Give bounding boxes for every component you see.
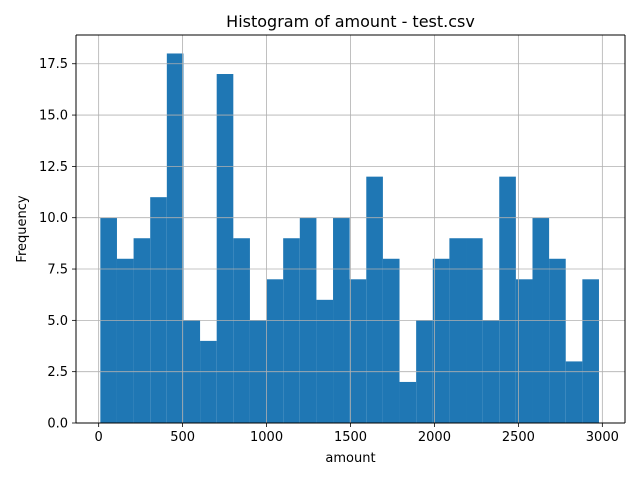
histogram-bar [233, 238, 250, 423]
histogram-bar [466, 238, 483, 423]
histogram-bar [499, 176, 516, 423]
chart-title: Histogram of amount - test.csv [226, 12, 475, 31]
y-tick-label: 17.5 [39, 57, 68, 72]
x-tick-label: 2000 [418, 430, 451, 445]
histogram-bar [266, 279, 284, 423]
y-tick-label: 10.0 [39, 211, 68, 226]
histogram-bar [200, 340, 217, 423]
y-tick-label: 0.0 [47, 417, 68, 432]
y-axis-label: Frequency [15, 195, 30, 262]
histogram-bar [549, 258, 566, 423]
y-tick-label: 5.0 [47, 314, 68, 329]
y-tick-label: 7.5 [47, 263, 68, 278]
histogram-bar [382, 258, 400, 423]
histogram-bar [366, 176, 383, 423]
histogram-bar [216, 74, 234, 423]
histogram-bar [399, 381, 417, 423]
y-ticks: 0.0 2.5 5.0 7.5 10.0 12.5 15.0 17.5 [39, 57, 76, 432]
histogram-bar [283, 238, 300, 423]
histogram-bar [116, 258, 134, 423]
histogram-bar [166, 53, 184, 423]
histogram-bar [349, 279, 367, 423]
histogram-bar [565, 361, 583, 423]
histogram-bar [515, 279, 533, 423]
x-tick-label: 1500 [334, 430, 367, 445]
histogram-bar [432, 258, 450, 423]
x-tick-label: 500 [170, 430, 195, 445]
x-tick-label: 3000 [586, 430, 619, 445]
x-tick-label: 1000 [250, 430, 283, 445]
histogram-bar [316, 299, 334, 423]
histogram-bar [133, 238, 151, 423]
x-tick-label: 0 [95, 430, 103, 445]
y-tick-label: 15.0 [39, 109, 68, 124]
x-axis-label: amount [325, 451, 375, 466]
histogram-bar [150, 197, 167, 423]
x-ticks: 0 500 1000 1500 2000 2500 3000 [95, 423, 619, 445]
histogram-bar [582, 279, 599, 423]
y-tick-label: 12.5 [39, 160, 68, 175]
x-tick-label: 2500 [502, 430, 535, 445]
y-tick-label: 2.5 [47, 365, 68, 380]
histogram-bar [449, 238, 467, 423]
